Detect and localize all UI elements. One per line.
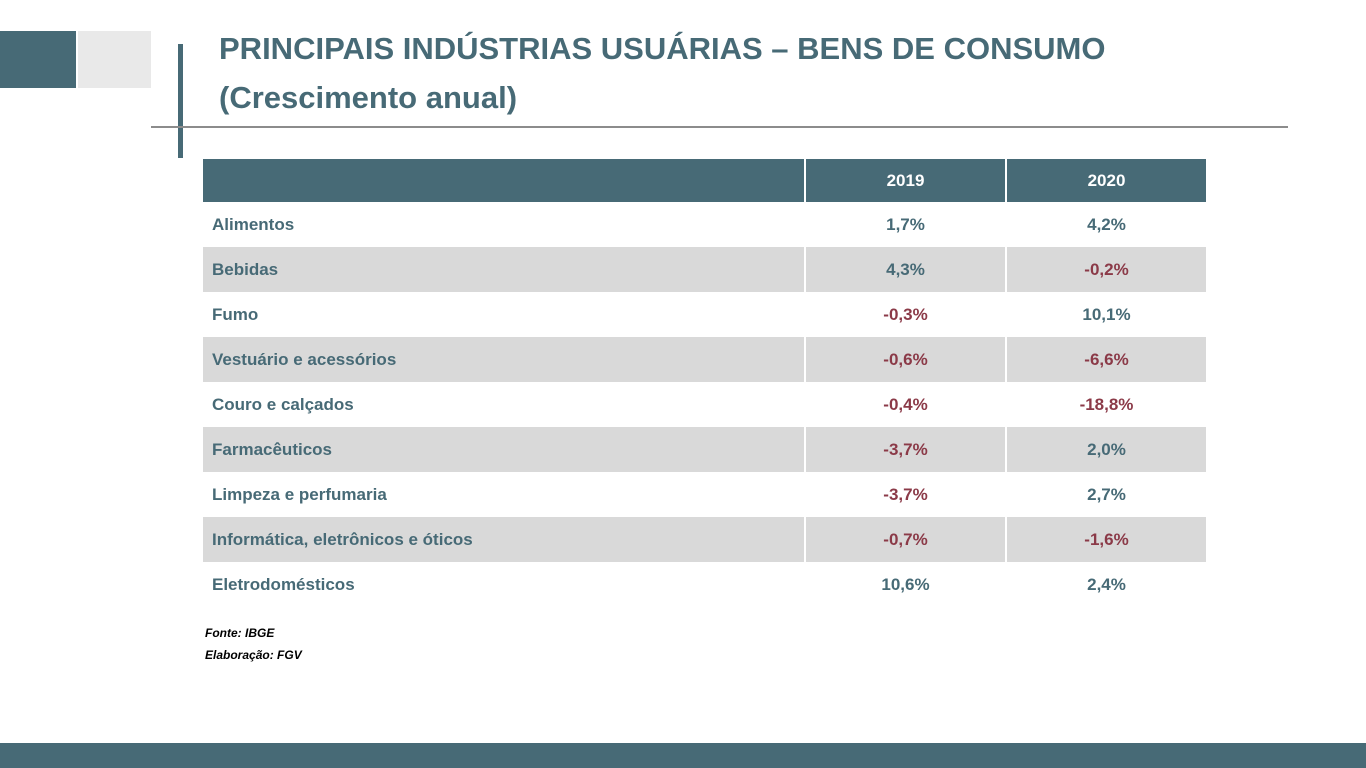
table-row: Farmacêuticos -3,7% 2,0% [203,427,1206,472]
page-title: PRINCIPAIS INDÚSTRIAS USUÁRIAS – BENS DE… [219,24,1279,122]
header-2019: 2019 [804,159,1006,202]
row-label: Couro e calçados [203,382,805,427]
value-2020: -0,2% [1005,247,1206,292]
row-label: Bebidas [203,247,805,292]
value-2019: -3,7% [804,427,1006,472]
value-2020: -1,6% [1005,517,1206,562]
table-row: Alimentos 1,7% 4,2% [203,202,1206,247]
table-row: Informática, eletrônicos e óticos -0,7% … [203,517,1206,562]
value-2019: -0,7% [804,517,1006,562]
decor-square-light [78,31,151,88]
value-2020: 10,1% [1005,292,1206,337]
source-note: Fonte: IBGE [205,626,275,640]
row-label: Farmacêuticos [203,427,805,472]
header-2020: 2020 [1005,159,1206,202]
value-2019: -0,3% [804,292,1006,337]
table-row: Eletrodomésticos 10,6% 2,4% [203,562,1206,607]
value-2020: 2,4% [1005,562,1206,607]
value-2020: 2,0% [1005,427,1206,472]
table-row: Fumo -0,3% 10,1% [203,292,1206,337]
value-2020: -6,6% [1005,337,1206,382]
value-2020: 2,7% [1005,472,1206,517]
decor-vertical-bar [178,44,183,158]
table-row: Couro e calçados -0,4% -18,8% [203,382,1206,427]
value-2019: -0,6% [804,337,1006,382]
value-2019: 10,6% [804,562,1006,607]
row-label: Vestuário e acessórios [203,337,805,382]
table-row: Limpeza e perfumaria -3,7% 2,7% [203,472,1206,517]
growth-table: 2019 2020 Alimentos 1,7% 4,2% Bebidas 4,… [203,159,1206,607]
row-label: Fumo [203,292,805,337]
table-row: Vestuário e acessórios -0,6% -6,6% [203,337,1206,382]
header-category [203,159,805,202]
table-header-row: 2019 2020 [203,159,1206,202]
table-notes: Fonte: IBGE Elaboração: FGV [205,622,302,666]
row-label: Limpeza e perfumaria [203,472,805,517]
table-row: Bebidas 4,3% -0,2% [203,247,1206,292]
value-2019: 1,7% [804,202,1006,247]
row-label: Informática, eletrônicos e óticos [203,517,805,562]
value-2020: 4,2% [1005,202,1206,247]
title-line-1: PRINCIPAIS INDÚSTRIAS USUÁRIAS – BENS DE… [219,31,1106,66]
title-divider [151,126,1288,128]
row-label: Eletrodomésticos [203,562,805,607]
value-2019: 4,3% [804,247,1006,292]
footer-bar [0,743,1366,768]
title-line-2: (Crescimento anual) [219,80,518,115]
row-label: Alimentos [203,202,805,247]
decor-square-dark [0,31,76,88]
value-2019: -0,4% [804,382,1006,427]
value-2020: -18,8% [1005,382,1206,427]
value-2019: -3,7% [804,472,1006,517]
elaboration-note: Elaboração: FGV [205,648,302,662]
